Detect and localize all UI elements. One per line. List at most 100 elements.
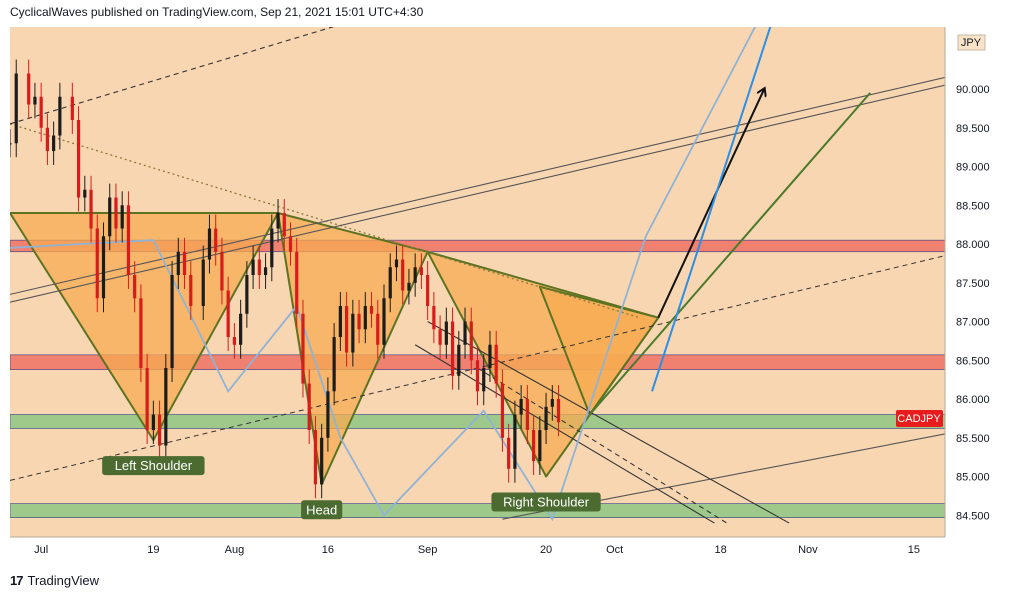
candle-body <box>488 344 492 369</box>
candle-body <box>394 259 399 268</box>
candle-body <box>301 313 305 384</box>
price-tick-label: 86.500 <box>956 355 990 367</box>
candle-body <box>114 197 118 229</box>
candle-body <box>226 290 230 338</box>
candle-body <box>357 313 361 330</box>
price-tick-label: 87.500 <box>956 278 990 290</box>
time-axis[interactable]: Jul 19 Aug 16 Sep 20 Oct 18 Nov 15 <box>34 544 920 556</box>
price-axis[interactable]: 84.500 85.000 85.500 86.000 86.500 87.000 87.5… <box>956 84 990 522</box>
time-tick-label: Sep <box>418 544 438 556</box>
time-tick-label: 15 <box>908 544 920 556</box>
rising-channel-upper-1 <box>10 76 945 295</box>
candle-body <box>494 344 498 384</box>
pattern-label-head: Head <box>301 500 343 520</box>
candle-body <box>388 267 392 299</box>
candle-body <box>170 275 174 369</box>
pattern-label-text: Left Shoulder <box>115 458 193 473</box>
candle-body <box>27 73 31 105</box>
candle-body <box>14 73 18 144</box>
candle-body <box>207 228 212 260</box>
candle-body <box>101 236 106 299</box>
bullish-target-arrow <box>657 89 764 319</box>
candle-body <box>245 275 249 314</box>
time-tick-label: Nov <box>798 544 818 556</box>
candle-body <box>338 306 342 338</box>
candle-body <box>363 306 367 330</box>
candle-body <box>525 399 529 431</box>
candle-body <box>108 197 112 237</box>
candle-body <box>270 228 274 268</box>
candle-body <box>276 213 280 229</box>
blue-target-line <box>651 27 772 392</box>
candle-body <box>438 329 442 345</box>
candle-body <box>70 96 74 121</box>
footer-brand[interactable]: 17 TradingView <box>10 571 99 589</box>
candle-body <box>376 313 380 345</box>
time-tick-label: Oct <box>606 544 623 556</box>
price-tick-label: 85.000 <box>956 472 990 484</box>
candle-body <box>189 275 193 307</box>
price-tick-label: 89.500 <box>956 123 990 135</box>
candle-body <box>345 306 349 353</box>
candle-body <box>426 275 430 307</box>
candle-body <box>126 205 131 276</box>
candle-body <box>295 251 299 314</box>
pattern-label-text: Right Shoulder <box>503 495 590 510</box>
time-tick-label: Jul <box>34 544 48 556</box>
candle-body <box>214 228 218 252</box>
candle-body <box>151 414 155 431</box>
candle-body <box>482 368 486 392</box>
candle-body <box>332 337 336 392</box>
support-zone-4 <box>10 503 945 518</box>
candle-body <box>139 298 143 369</box>
candle-body <box>164 368 168 446</box>
price-tick-label: 84.500 <box>956 510 990 522</box>
candle-body <box>326 391 330 438</box>
candle-body <box>413 267 417 283</box>
pattern-label-box <box>301 500 343 520</box>
candle-body <box>76 120 81 198</box>
candle-body <box>307 383 311 431</box>
candle-body <box>544 406 548 431</box>
price-tick-label: 86.000 <box>956 394 990 406</box>
price-tick-label: 88.500 <box>956 200 990 212</box>
symbol-price-badge: CADJPY <box>896 410 943 427</box>
falling-channel-lower <box>414 344 715 524</box>
symbol-label: CADJPY <box>897 413 941 425</box>
candle-body <box>444 321 448 345</box>
candle-body <box>52 135 56 152</box>
time-tick-label: 20 <box>540 544 552 556</box>
candle-body <box>469 321 473 361</box>
time-tick-label: 19 <box>147 544 159 556</box>
candle-body <box>45 127 49 152</box>
currency-badge: JPY <box>957 34 986 51</box>
pattern-label-box <box>491 492 601 512</box>
attribution-header: CyclicalWaves published on TradingView.c… <box>10 5 424 19</box>
candle-body <box>513 414 517 469</box>
candle-body <box>556 399 561 423</box>
candle-body <box>232 337 236 345</box>
pattern-label-right-shoulder: Right Shoulder <box>491 492 601 512</box>
candle-body <box>519 399 523 415</box>
candle-body <box>257 259 261 276</box>
pattern-label-left-shoulder: Left Shoulder <box>102 456 205 476</box>
time-tick-label: 16 <box>322 544 334 556</box>
candle-body <box>369 306 374 314</box>
candle-body <box>500 383 505 438</box>
candle-body <box>382 298 386 345</box>
candle-body <box>401 259 405 291</box>
candle-body <box>507 437 511 469</box>
candle-body <box>538 430 542 462</box>
candle-body <box>251 259 255 276</box>
support-zone-3 <box>10 414 945 429</box>
candle-body <box>83 189 87 198</box>
candle-body <box>313 430 318 485</box>
pattern-label-text: Head <box>306 502 337 517</box>
price-tick-label: 85.500 <box>956 433 990 445</box>
currency-label: JPY <box>961 37 982 49</box>
candle-body <box>89 189 93 229</box>
price-tick-label: 89.000 <box>956 162 990 174</box>
candle-body <box>407 282 411 291</box>
